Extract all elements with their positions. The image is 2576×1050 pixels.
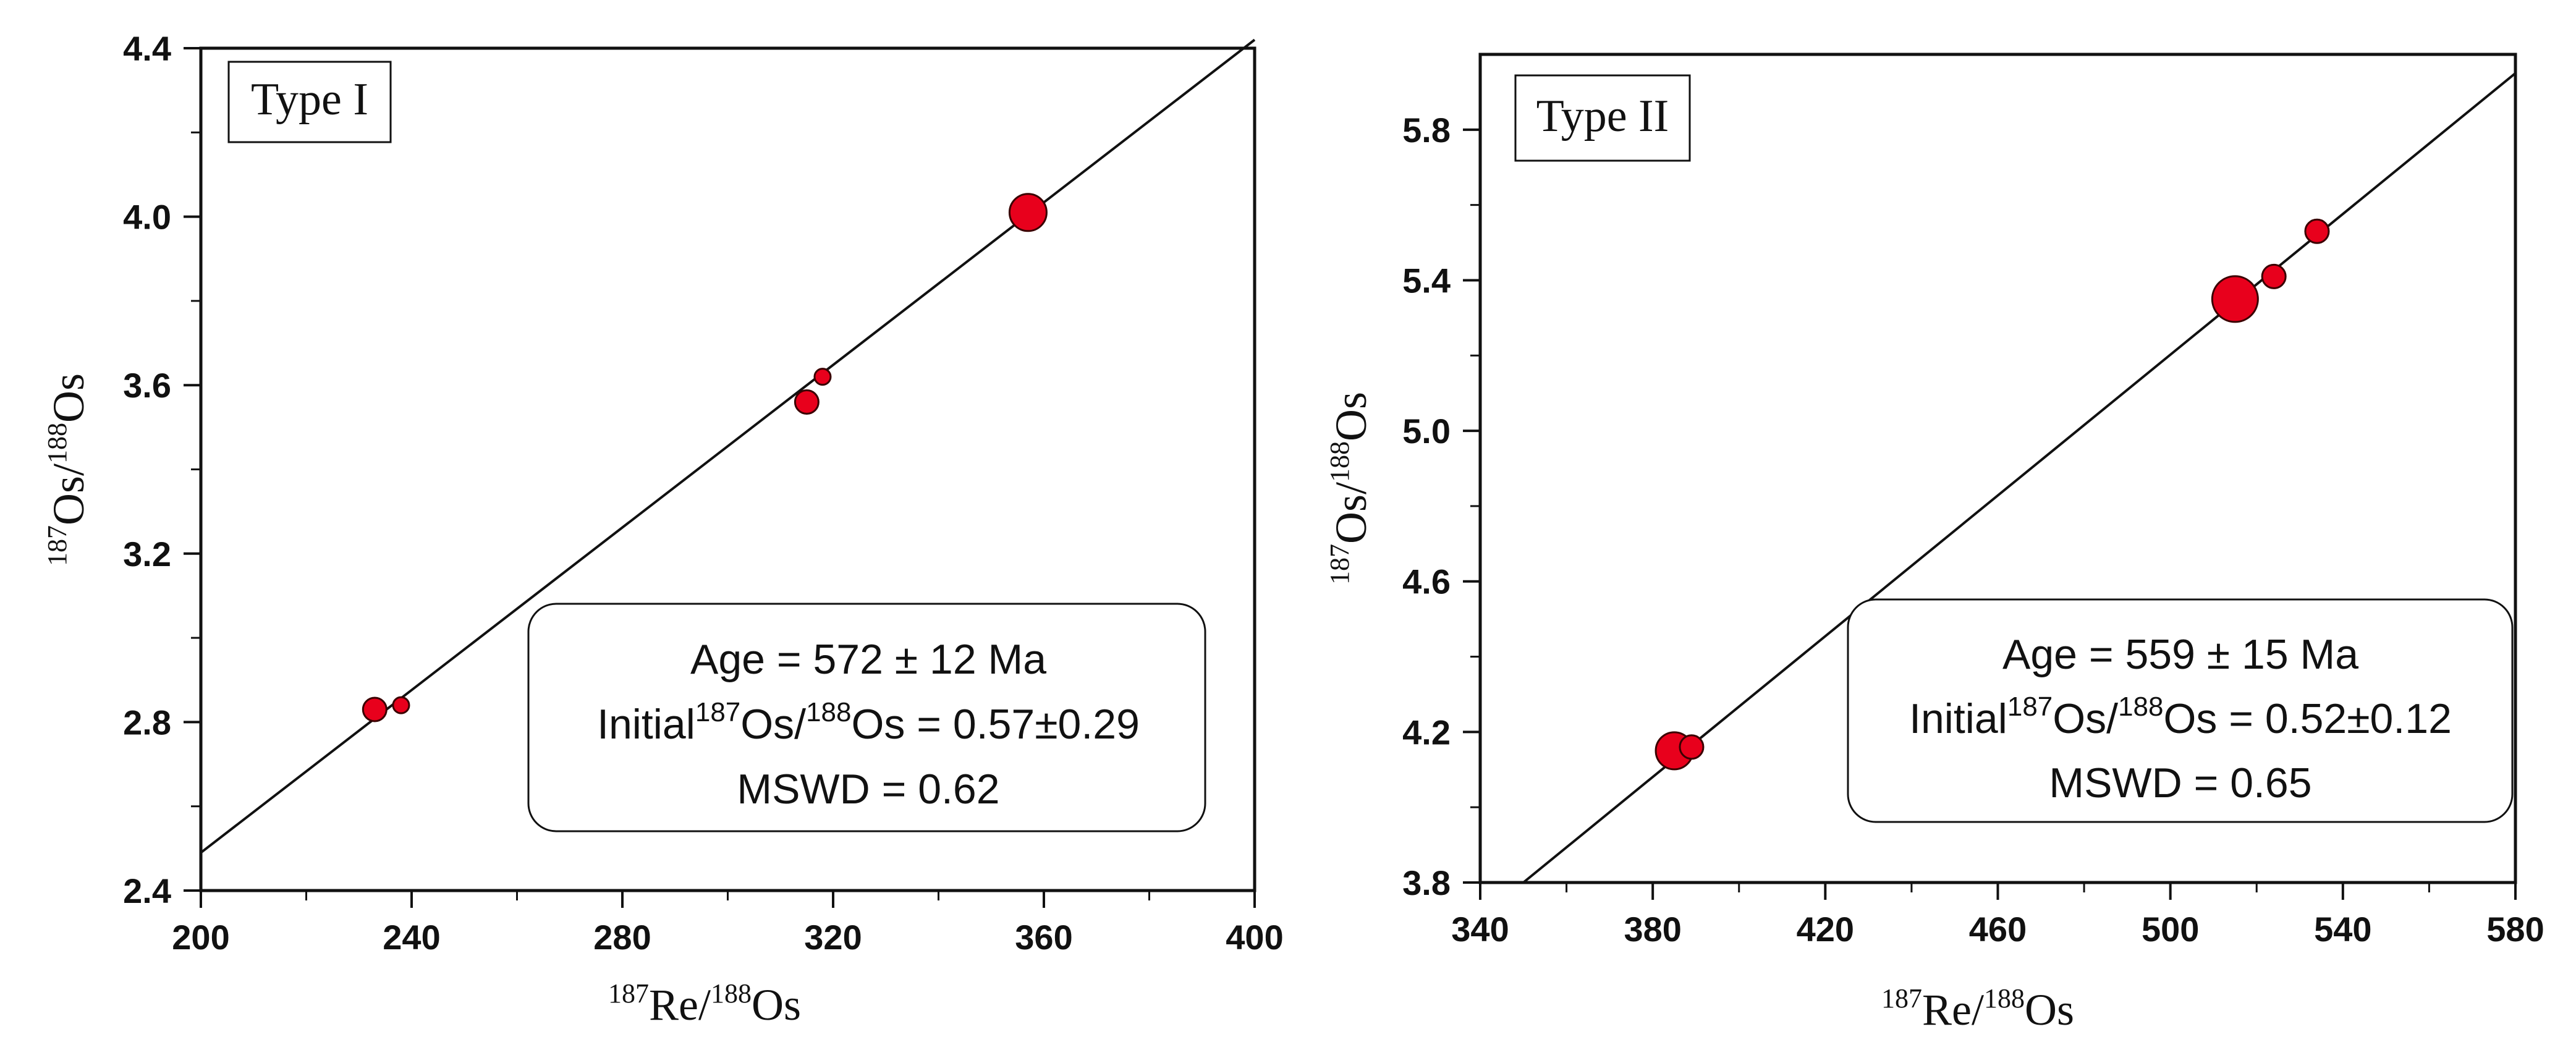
mswd-text: MSWD = 0.65 bbox=[2049, 760, 2311, 807]
y-tick-label: 4.4 bbox=[123, 29, 171, 68]
initial-sup-187: 187 bbox=[2007, 692, 2053, 722]
data-point bbox=[794, 389, 820, 415]
y-axis-title: 187Os/188Os bbox=[42, 373, 93, 566]
y-tick-label: 3.8 bbox=[1402, 863, 1451, 902]
data-points bbox=[362, 193, 1048, 722]
initial-prefix: Initial bbox=[1909, 695, 2007, 742]
x-tick-label: 400 bbox=[1226, 918, 1283, 957]
panel-label-box bbox=[1514, 74, 1691, 162]
y-tick-label: 5.8 bbox=[1402, 111, 1451, 150]
y-tick-label: 4.6 bbox=[1402, 562, 1451, 601]
x-tick-label: 420 bbox=[1797, 910, 1854, 949]
data-points bbox=[1654, 218, 2330, 771]
panel-label: Type II bbox=[1536, 91, 1669, 142]
chart-panel-type-ii: 340 380 420 460 500 540 580 3.8 4.2 4.6 5.0 5.4 5.8… bbox=[1324, 53, 2544, 1035]
x-tick-labels: 200 240 280 320 360 400 bbox=[172, 918, 1283, 957]
data-point bbox=[2261, 263, 2287, 289]
initial-mid: Os/ bbox=[740, 701, 806, 748]
initial-suffix: Os = 0.52±0.12 bbox=[2163, 695, 2451, 742]
initial-suffix: Os = 0.57±0.29 bbox=[851, 701, 1139, 748]
x-axis-title: 187Re/188Os bbox=[608, 978, 801, 1030]
initial-ratio-text: Initial187Os/188Os = 0.57±0.29 bbox=[597, 697, 1140, 748]
data-point bbox=[362, 696, 388, 722]
annotation-box bbox=[1847, 598, 2514, 823]
y-tick-label: 3.6 bbox=[123, 366, 171, 405]
initial-ratio-text: Initial187Os/188Os = 0.52±0.12 bbox=[1909, 692, 2452, 742]
x-tick-labels: 340 380 420 460 500 540 580 bbox=[1451, 910, 2544, 949]
data-point bbox=[1679, 734, 1705, 760]
x-tick-label: 360 bbox=[1015, 918, 1072, 957]
age-text: Age = 572 ± 12 Ma bbox=[690, 636, 1046, 683]
annotation-box bbox=[527, 603, 1206, 832]
axis-ticks bbox=[184, 47, 1256, 908]
x-axis-title: 187Re/188Os bbox=[1881, 983, 2074, 1035]
age-text: Age = 559 ± 15 Ma bbox=[2002, 631, 2358, 678]
x-tick-label: 320 bbox=[804, 918, 862, 957]
y-tick-label: 4.0 bbox=[123, 198, 171, 237]
data-point bbox=[2211, 275, 2259, 323]
y-tick-label: 4.2 bbox=[1402, 713, 1451, 752]
initial-sup-188: 188 bbox=[2118, 692, 2163, 722]
axis-ticks bbox=[1463, 128, 2517, 900]
mswd-text: MSWD = 0.62 bbox=[737, 766, 999, 813]
x-tick-label: 380 bbox=[1624, 910, 1681, 949]
initial-prefix: Initial bbox=[597, 701, 695, 748]
initial-sup-187: 187 bbox=[695, 697, 740, 727]
y-tick-label: 5.0 bbox=[1402, 412, 1451, 451]
data-point bbox=[813, 368, 832, 386]
initial-mid: Os/ bbox=[2053, 695, 2118, 742]
y-tick-labels: 2.4 2.8 3.2 3.6 4.0 4.4 bbox=[123, 29, 171, 910]
y-tick-label: 2.8 bbox=[123, 703, 171, 742]
initial-sup-188: 188 bbox=[806, 697, 851, 727]
y-tick-label: 2.4 bbox=[123, 871, 171, 910]
chart-panel-type-i: 200 240 280 320 360 400 2.4 2.8 3.2 3.6 4.0 4.4 Ty… bbox=[42, 29, 1284, 1030]
y-tick-labels: 3.8 4.2 4.6 5.0 5.4 5.8 bbox=[1402, 111, 1451, 902]
x-tick-label: 580 bbox=[2486, 910, 2544, 949]
y-tick-label: 5.4 bbox=[1402, 261, 1451, 300]
y-axis-title: 187Os/188Os bbox=[1324, 392, 1376, 585]
x-tick-label: 460 bbox=[1969, 910, 2027, 949]
x-tick-label: 280 bbox=[593, 918, 651, 957]
x-tick-label: 340 bbox=[1451, 910, 1509, 949]
panel-label-box bbox=[227, 61, 392, 143]
data-point bbox=[1008, 193, 1048, 232]
x-tick-label: 500 bbox=[2142, 910, 2199, 949]
x-tick-label: 240 bbox=[383, 918, 440, 957]
y-tick-label: 3.2 bbox=[123, 535, 171, 574]
panel-label: Type I bbox=[251, 74, 368, 125]
x-tick-label: 540 bbox=[2314, 910, 2371, 949]
x-tick-label: 200 bbox=[172, 918, 229, 957]
data-point bbox=[392, 696, 410, 714]
data-point bbox=[2304, 218, 2330, 244]
